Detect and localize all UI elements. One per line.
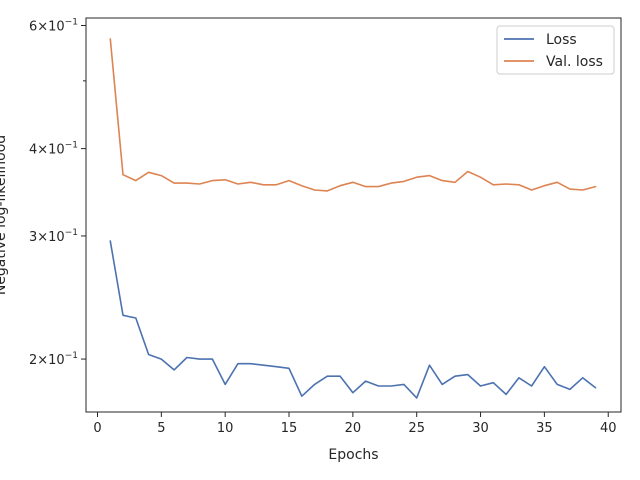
x-tick-label: 5 xyxy=(157,421,165,436)
y-axis-label: Negative log-likelihood xyxy=(0,135,9,295)
legend-box xyxy=(496,25,615,75)
x-tick-label: 20 xyxy=(345,421,362,436)
legend-label-val-loss: Val. loss xyxy=(546,54,603,70)
x-tick-label: 35 xyxy=(536,421,553,436)
series-line-loss xyxy=(109,240,597,399)
y-tick-label: 4×10−1 xyxy=(29,141,78,158)
axis-ticks: 0 5 10 15 20 25 30 35 40 6×10−1 4×10−1 3×10−1 2×10−1 xyxy=(29,17,617,436)
y-tick-label: 6×10−1 xyxy=(29,17,78,34)
x-tick-label: 25 xyxy=(408,421,425,436)
legend: Loss Val. loss xyxy=(496,25,615,75)
plot-area xyxy=(85,17,622,413)
legend-label-loss: Loss xyxy=(546,32,577,48)
x-tick-label: 10 xyxy=(217,421,234,436)
x-tick-label: 0 xyxy=(93,421,101,436)
x-tick-label: 40 xyxy=(600,421,617,436)
x-tick-label: 15 xyxy=(281,421,298,436)
series-lines xyxy=(109,38,597,399)
x-tick-label: 30 xyxy=(472,421,489,436)
series-line-val-loss xyxy=(109,38,597,192)
x-axis-label: Epochs xyxy=(328,447,378,463)
y-tick-label: 2×10−1 xyxy=(29,351,78,368)
y-tick-label: 3×10−1 xyxy=(29,228,78,245)
